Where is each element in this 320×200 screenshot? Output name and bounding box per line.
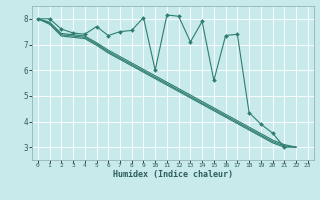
X-axis label: Humidex (Indice chaleur): Humidex (Indice chaleur)	[113, 170, 233, 179]
